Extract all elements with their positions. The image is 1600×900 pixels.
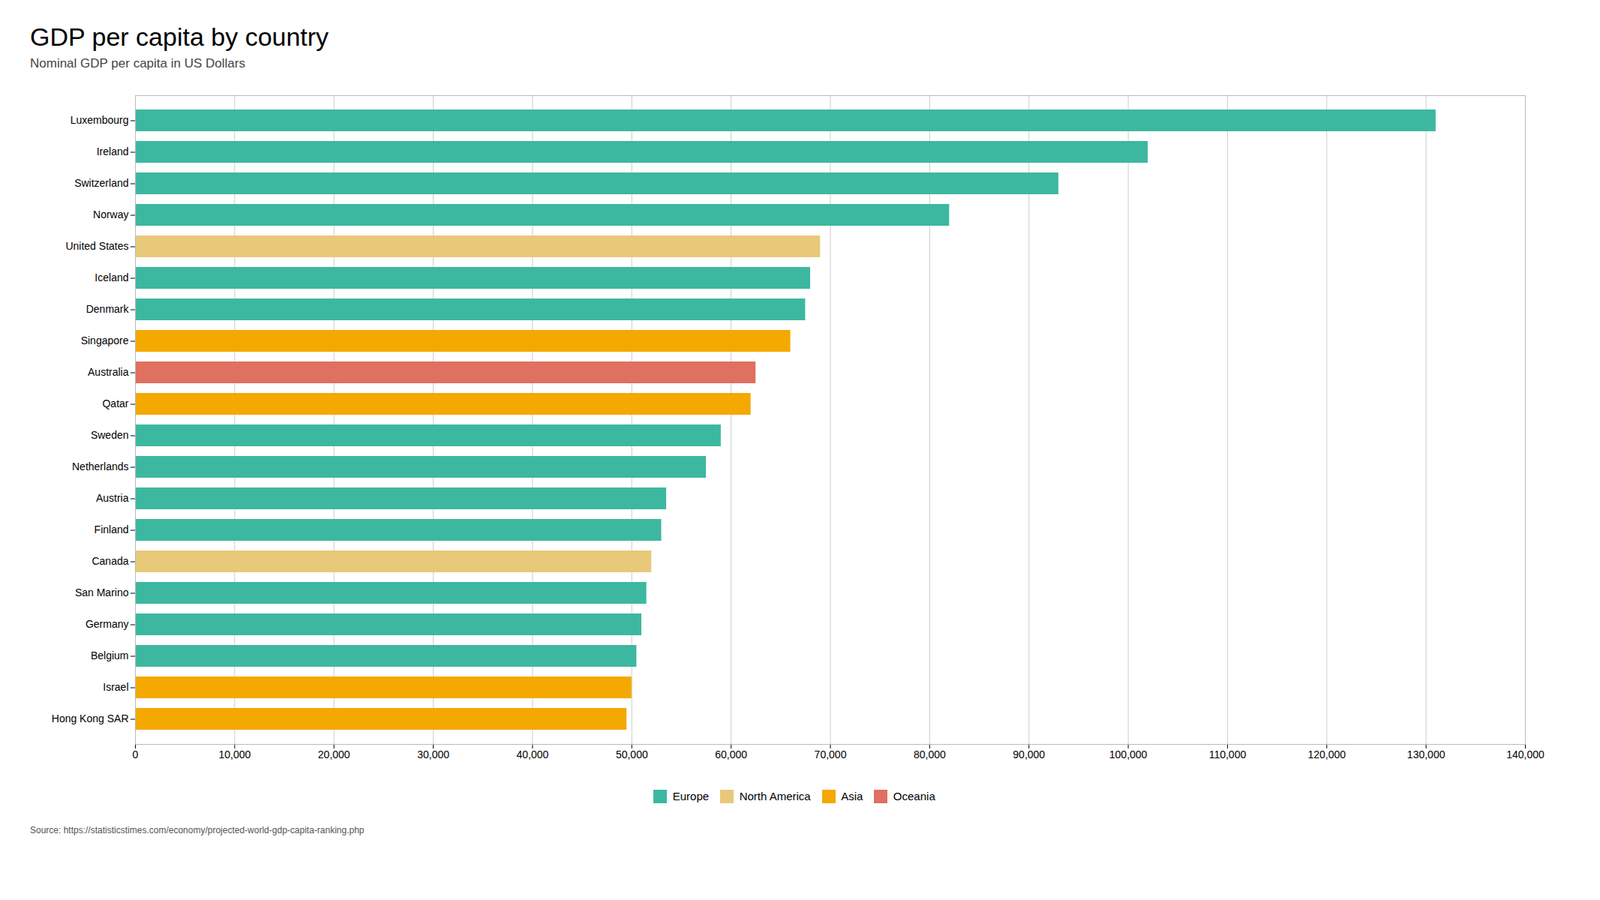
svg-text:Netherlands: Netherlands bbox=[72, 460, 130, 473]
svg-text:40,000: 40,000 bbox=[516, 748, 550, 761]
svg-text:Luxembourg: Luxembourg bbox=[70, 114, 130, 127]
html-text:North America: North America bbox=[739, 789, 811, 803]
svg-text:Ireland: Ireland bbox=[96, 145, 130, 158]
svg-text:0: 0 bbox=[132, 748, 139, 761]
svg-text:110,000: 110,000 bbox=[1209, 748, 1247, 761]
svg-text:20,000: 20,000 bbox=[318, 748, 351, 761]
svg-text:United States: United States bbox=[65, 240, 129, 253]
svg-text:120,000: 120,000 bbox=[1307, 748, 1346, 761]
html-text:Europe: Europe bbox=[672, 789, 709, 803]
svg-text:80,000: 80,000 bbox=[913, 748, 946, 761]
svg-text:Switzerland: Switzerland bbox=[74, 177, 129, 190]
svg-text:Finland: Finland bbox=[94, 523, 130, 536]
svg-text:Hong Kong SAR: Hong Kong SAR bbox=[51, 712, 130, 725]
html-text:Source: https://statisticstime: Source: https://statisticstimes.com/econ… bbox=[30, 824, 365, 836]
svg-text:10,000: 10,000 bbox=[218, 748, 251, 761]
svg-text:Norway: Norway bbox=[93, 208, 129, 221]
svg-text:Belgium: Belgium bbox=[90, 649, 130, 662]
svg-text:140,000: 140,000 bbox=[1506, 748, 1545, 761]
html-text:GDP per capita by country: GDP per capita by country bbox=[30, 22, 329, 52]
html-text:Oceania: Oceania bbox=[893, 789, 936, 803]
html-text:Nominal GDP per capita in US D: Nominal GDP per capita in US Dollars bbox=[30, 56, 246, 71]
svg-text:Germany: Germany bbox=[85, 618, 130, 631]
svg-text:70,000: 70,000 bbox=[814, 748, 847, 761]
svg-text:130,000: 130,000 bbox=[1407, 748, 1446, 761]
svg-text:Australia: Australia bbox=[87, 366, 130, 379]
svg-text:Denmark: Denmark bbox=[86, 303, 130, 316]
svg-text:60,000: 60,000 bbox=[714, 748, 748, 761]
svg-text:90,000: 90,000 bbox=[1012, 748, 1045, 761]
svg-text:Sweden: Sweden bbox=[90, 429, 130, 442]
svg-text:Iceland: Iceland bbox=[94, 271, 129, 284]
svg-text:50,000: 50,000 bbox=[615, 748, 649, 761]
svg-text:100,000: 100,000 bbox=[1109, 748, 1148, 761]
svg-text:Israel: Israel bbox=[102, 681, 129, 694]
svg-text:30,000: 30,000 bbox=[417, 748, 450, 761]
svg-text:San Marino: San Marino bbox=[75, 586, 130, 599]
svg-text:Qatar: Qatar bbox=[102, 397, 129, 410]
svg-text:Singapore: Singapore bbox=[81, 334, 130, 347]
svg-text:Austria: Austria bbox=[96, 492, 130, 505]
html-text:Asia: Asia bbox=[841, 789, 863, 803]
svg-text:Canada: Canada bbox=[91, 555, 129, 568]
